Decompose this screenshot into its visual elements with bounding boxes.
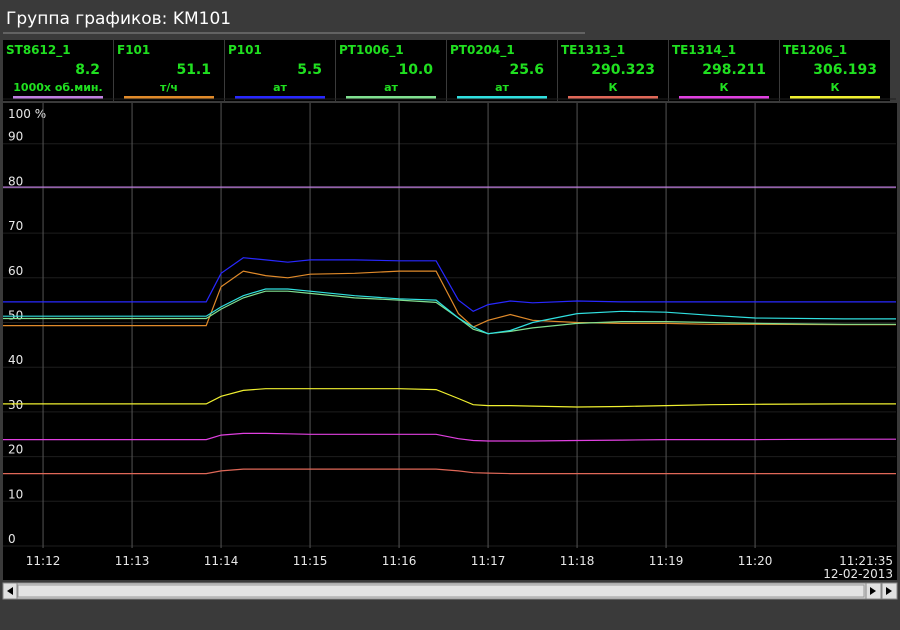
x-tick-label: 11:20 <box>738 554 773 568</box>
panel-name: PT1006_1 <box>339 43 404 58</box>
panel <box>3 40 113 101</box>
x-tick-label: 11:15 <box>293 554 328 568</box>
panel <box>114 40 224 101</box>
x-tick-label: 11:21:35 <box>839 554 893 568</box>
panel-unit: К <box>609 81 618 94</box>
y-tick-label: 80 <box>8 174 23 188</box>
series-line <box>3 468 896 475</box>
y-tick-label: 100 % <box>8 107 46 121</box>
panel-name: TE1206_1 <box>783 43 847 58</box>
x-tick-label: 11:12 <box>26 554 61 568</box>
scrollbar <box>2 582 898 600</box>
panel-unit: ат <box>495 81 509 94</box>
panel-name: P101 <box>228 43 262 57</box>
panel-value: 8.2 <box>75 62 100 78</box>
panel-unit: ат <box>273 81 287 94</box>
series-line <box>3 288 896 335</box>
y-tick-label: 60 <box>8 264 23 278</box>
panel-name: TE1313_1 <box>561 43 625 58</box>
arrow-icon <box>870 587 876 595</box>
panel <box>780 40 890 101</box>
panel-name: ST8612_1 <box>6 43 71 58</box>
panel-value: 10.0 <box>398 62 433 78</box>
panel-unit: т/ч <box>160 81 178 94</box>
panel <box>336 40 446 101</box>
panel <box>447 40 557 101</box>
panel-value: 306.193 <box>813 62 877 78</box>
series-line <box>3 432 896 442</box>
panel-color-bar <box>13 96 103 99</box>
panel-color-bar <box>346 96 436 99</box>
arrow-icon <box>7 587 13 595</box>
series-line <box>3 388 896 408</box>
panel-color-bar <box>457 96 547 99</box>
panel-name: PT0204_1 <box>450 43 515 58</box>
panel-value: 51.1 <box>176 62 211 78</box>
panel-unit: К <box>831 81 840 94</box>
series-line <box>3 270 896 328</box>
panel-value: 25.6 <box>509 62 544 78</box>
plot-area <box>3 103 897 580</box>
y-tick-label: 30 <box>8 398 23 412</box>
y-tick-label: 10 <box>8 487 23 501</box>
window-title: Группа графиков: KM101 <box>6 9 231 29</box>
panel-color-bar <box>790 96 880 99</box>
panel <box>225 40 335 101</box>
panel-unit: ат <box>384 81 398 94</box>
x-tick-label: 11:19 <box>649 554 684 568</box>
series-line <box>3 290 896 335</box>
panel-name: F101 <box>117 43 150 57</box>
date-label: 12-02-2013 <box>823 567 893 581</box>
panel-unit: 1000x об.мин. <box>13 81 102 94</box>
y-tick-label: 40 <box>8 353 23 367</box>
y-tick-label: 50 <box>8 309 23 323</box>
scroll-thumb[interactable] <box>17 584 865 598</box>
panel-color-bar <box>235 96 325 99</box>
x-tick-label: 11:16 <box>382 554 417 568</box>
x-tick-label: 11:18 <box>560 554 595 568</box>
panel-unit: К <box>720 81 729 94</box>
panel-value: 5.5 <box>297 62 322 78</box>
y-tick-label: 90 <box>8 130 23 144</box>
panel-color-bar <box>679 96 769 99</box>
panel <box>669 40 779 101</box>
panel-name: TE1314_1 <box>672 43 736 58</box>
y-tick-label: 0 <box>8 532 16 546</box>
plot: 0 10 20 30 40 50 60 70 80 90 100 % 11:12 11:13 11:14 1… <box>3 98 896 581</box>
x-tick-label: 11:13 <box>115 554 150 568</box>
panel-color-bar <box>568 96 658 99</box>
arrow-icon <box>886 587 892 595</box>
y-tick-label: 20 <box>8 443 23 457</box>
panel-color-bar <box>124 96 214 99</box>
panel <box>558 40 668 101</box>
x-tick-label: 11:17 <box>471 554 506 568</box>
x-tick-label: 11:14 <box>204 554 239 568</box>
series-line <box>3 257 896 312</box>
panel-value: 290.323 <box>591 62 655 78</box>
legend-panels: ST8612_1 8.2 1000x об.мин. F101 51.1 т/ч P101 5… <box>3 40 890 101</box>
panel-value: 298.211 <box>702 62 766 78</box>
y-tick-label: 70 <box>8 219 23 233</box>
